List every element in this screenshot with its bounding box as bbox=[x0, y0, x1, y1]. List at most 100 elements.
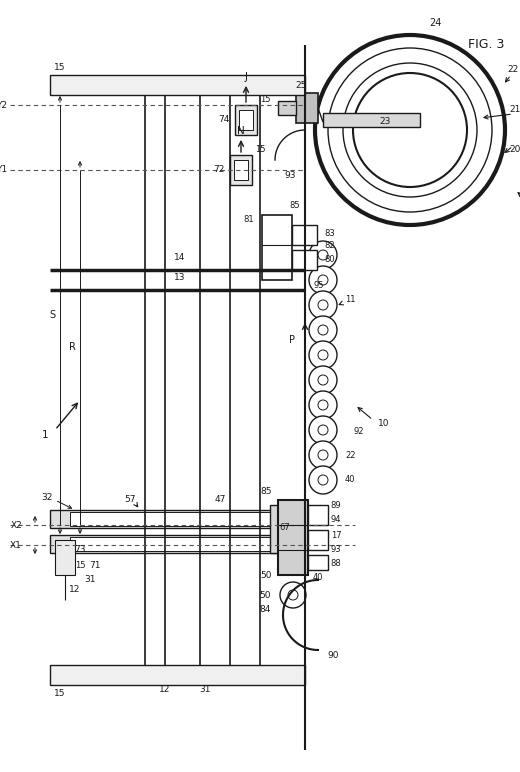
Text: 74: 74 bbox=[218, 116, 230, 124]
Bar bbox=[292, 250, 317, 270]
Text: 13: 13 bbox=[174, 273, 186, 283]
Text: 92: 92 bbox=[353, 428, 363, 436]
Circle shape bbox=[309, 391, 337, 419]
Circle shape bbox=[309, 241, 337, 269]
Bar bbox=[235, 105, 257, 135]
Bar bbox=[262, 215, 292, 280]
Text: Y2: Y2 bbox=[0, 100, 7, 110]
Text: 85: 85 bbox=[290, 201, 301, 209]
Circle shape bbox=[309, 466, 337, 494]
Text: 31: 31 bbox=[84, 575, 96, 584]
Text: 15: 15 bbox=[54, 63, 66, 72]
Circle shape bbox=[309, 366, 337, 394]
Text: 31: 31 bbox=[199, 686, 211, 695]
Text: 93: 93 bbox=[331, 546, 341, 554]
Text: R: R bbox=[69, 342, 75, 352]
Circle shape bbox=[318, 275, 328, 285]
Bar bbox=[270, 505, 305, 553]
Bar bbox=[308, 555, 328, 570]
Bar bbox=[70, 512, 285, 526]
Bar bbox=[278, 500, 308, 575]
Text: Y1: Y1 bbox=[0, 165, 7, 174]
Circle shape bbox=[309, 291, 337, 319]
Bar bbox=[55, 540, 75, 575]
Text: 14: 14 bbox=[174, 253, 186, 262]
Text: 72: 72 bbox=[214, 165, 225, 174]
Circle shape bbox=[318, 375, 328, 385]
Text: 12: 12 bbox=[69, 585, 81, 594]
Text: P: P bbox=[289, 335, 295, 345]
Bar bbox=[50, 665, 305, 685]
Text: X1: X1 bbox=[10, 540, 22, 550]
Bar bbox=[50, 510, 305, 528]
Bar bbox=[230, 155, 252, 185]
Circle shape bbox=[343, 63, 477, 197]
Text: 20: 20 bbox=[509, 145, 520, 154]
Text: 83: 83 bbox=[324, 229, 335, 238]
Text: 71: 71 bbox=[89, 560, 101, 570]
Text: 73: 73 bbox=[74, 546, 86, 554]
Bar bbox=[296, 93, 318, 123]
Text: 67: 67 bbox=[280, 523, 290, 533]
Circle shape bbox=[315, 35, 505, 225]
Bar bbox=[234, 160, 248, 180]
Text: 15: 15 bbox=[75, 560, 85, 570]
Bar bbox=[50, 535, 305, 553]
Text: 85: 85 bbox=[260, 487, 272, 496]
Text: 40: 40 bbox=[313, 574, 323, 583]
Circle shape bbox=[318, 300, 328, 310]
Text: 25: 25 bbox=[295, 80, 307, 90]
Text: 88: 88 bbox=[331, 558, 341, 567]
Circle shape bbox=[318, 325, 328, 335]
Text: 22: 22 bbox=[345, 451, 356, 459]
Bar bbox=[50, 75, 305, 95]
Circle shape bbox=[353, 73, 467, 187]
Bar bbox=[278, 101, 296, 115]
Text: 32: 32 bbox=[42, 493, 53, 502]
Text: 50: 50 bbox=[259, 591, 271, 600]
Text: 11: 11 bbox=[345, 296, 356, 304]
Text: 15: 15 bbox=[255, 145, 265, 154]
Circle shape bbox=[318, 400, 328, 410]
Circle shape bbox=[318, 425, 328, 435]
Circle shape bbox=[318, 450, 328, 460]
Text: 80: 80 bbox=[324, 255, 335, 263]
Text: 95: 95 bbox=[313, 280, 323, 290]
Text: J: J bbox=[244, 72, 248, 82]
Text: 50: 50 bbox=[260, 571, 272, 580]
Text: 1: 1 bbox=[42, 430, 48, 440]
Text: S: S bbox=[49, 310, 55, 320]
Text: 94: 94 bbox=[331, 516, 341, 524]
Bar bbox=[70, 537, 285, 551]
Bar bbox=[308, 505, 328, 525]
Text: X2: X2 bbox=[10, 520, 22, 530]
Text: 10: 10 bbox=[378, 418, 389, 428]
Text: 23: 23 bbox=[379, 117, 391, 126]
Text: N: N bbox=[237, 126, 245, 136]
Text: 93: 93 bbox=[284, 171, 296, 180]
Text: 47: 47 bbox=[214, 496, 226, 504]
Text: 22: 22 bbox=[508, 66, 518, 75]
Circle shape bbox=[318, 475, 328, 485]
Bar bbox=[308, 530, 328, 550]
Bar bbox=[292, 225, 317, 245]
Text: 57: 57 bbox=[124, 496, 136, 504]
Text: 15: 15 bbox=[54, 689, 66, 697]
Bar bbox=[239, 110, 253, 130]
Text: 90: 90 bbox=[327, 651, 339, 659]
Circle shape bbox=[280, 582, 306, 608]
Text: 15: 15 bbox=[260, 96, 270, 104]
Circle shape bbox=[309, 266, 337, 294]
Text: FIG. 3: FIG. 3 bbox=[468, 39, 504, 52]
Text: 40: 40 bbox=[345, 476, 356, 485]
Circle shape bbox=[309, 316, 337, 344]
Circle shape bbox=[309, 441, 337, 469]
Text: 21: 21 bbox=[509, 106, 520, 114]
Bar bbox=[323, 113, 420, 127]
Circle shape bbox=[318, 250, 328, 260]
Circle shape bbox=[309, 341, 337, 369]
Text: 82: 82 bbox=[324, 241, 335, 249]
Circle shape bbox=[318, 350, 328, 360]
Circle shape bbox=[309, 416, 337, 444]
Text: 84: 84 bbox=[259, 605, 271, 615]
